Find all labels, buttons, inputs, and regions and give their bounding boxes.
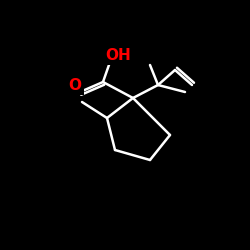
Text: O: O [68,78,82,92]
Text: OH: OH [105,48,131,62]
